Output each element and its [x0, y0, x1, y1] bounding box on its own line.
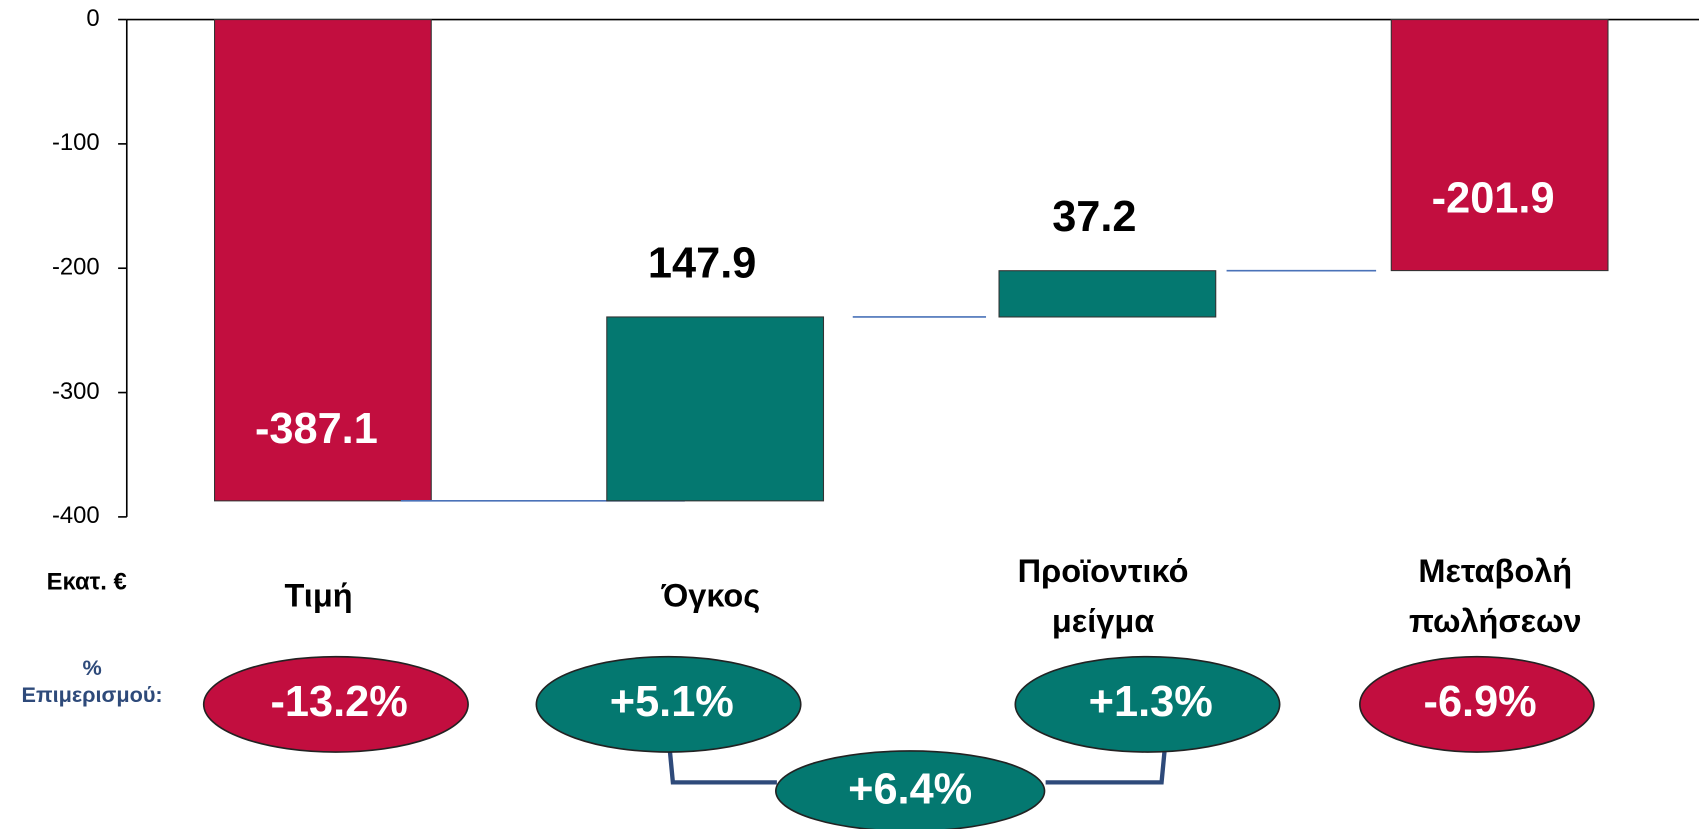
category-label: Τιμή: [285, 578, 353, 614]
y-tick-label: -300: [52, 378, 100, 405]
combined-share: +6.4%: [848, 766, 972, 814]
y-tick-label: 0: [86, 5, 99, 32]
category-label: Μεταβολή πωλήσεων: [1409, 553, 1582, 639]
value-label: -201.9: [1432, 175, 1555, 223]
share-label: % Επιμερισμού:: [22, 655, 163, 707]
share-label: -6.9%: [1424, 678, 1537, 726]
share-badge: [535, 655, 802, 753]
category-label: Όγκος: [660, 578, 760, 614]
value-label: 37.2: [1052, 193, 1136, 241]
category-label: Προϊοντικό μείγμα: [1018, 553, 1189, 639]
unit-label: Εκατ. €: [47, 568, 127, 595]
combined-badge: [775, 750, 1046, 829]
share-label: +5.1%: [610, 678, 734, 726]
bar: [1390, 19, 1609, 272]
value-label: -387.1: [255, 405, 378, 453]
bar: [606, 316, 825, 502]
value-label: 147.9: [648, 239, 756, 287]
share-badge: [1359, 655, 1595, 753]
y-tick-label: -400: [52, 502, 100, 529]
bar: [998, 270, 1217, 318]
share-badge: [1014, 655, 1281, 753]
share-label: -13.2%: [271, 678, 408, 726]
share-badge: [202, 655, 469, 753]
share-label: +1.3%: [1089, 678, 1213, 726]
y-tick-label: -100: [52, 129, 100, 156]
bar: [214, 19, 432, 502]
y-tick-label: -200: [52, 254, 100, 281]
